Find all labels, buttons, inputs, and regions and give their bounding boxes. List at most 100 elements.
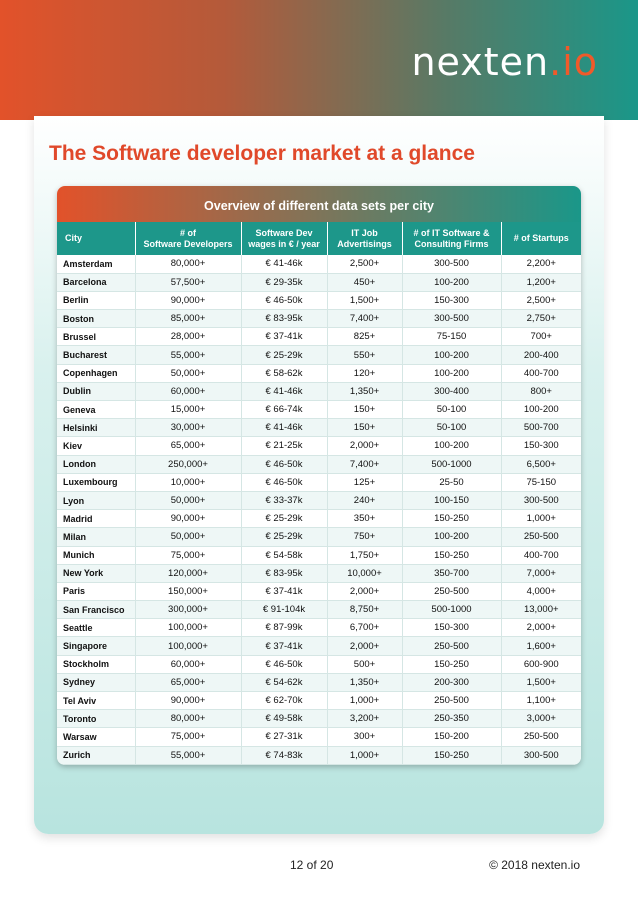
- cell-job-ads: 1,500+: [327, 291, 403, 311]
- cell-job-ads: 1,350+: [327, 382, 403, 402]
- cell-job-ads: 2,000+: [327, 436, 403, 456]
- cell-city: Geneva: [57, 400, 136, 420]
- cell-firms: 150-300: [402, 618, 502, 638]
- data-table-card: Overview of different data sets per city…: [57, 186, 581, 765]
- cell-job-ads: 2,000+: [327, 582, 403, 602]
- cell-developers: 28,000+: [135, 327, 242, 347]
- cell-developers: 65,000+: [135, 436, 242, 456]
- cell-firms: 50-100: [402, 400, 502, 420]
- table-row: Berlin 90,000+ € 46-50k 1,500+ 150-300 2,500+: [57, 291, 581, 311]
- cell-job-ads: 150+: [327, 400, 403, 420]
- cell-firms: 50-100: [402, 418, 502, 438]
- cell-startups: 75-150: [501, 473, 581, 492]
- logo-accent: .io: [549, 40, 598, 84]
- table-row: Zurich 55,000+ € 74-83k 1,000+ 150-250 300-50…: [57, 746, 581, 765]
- cell-wages: € 83-95k: [241, 564, 328, 583]
- cell-wages: € 46-50k: [241, 455, 328, 474]
- cell-firms: 100-200: [402, 345, 502, 365]
- cell-firms: 300-500: [402, 309, 502, 329]
- cell-firms: 300-400: [402, 382, 502, 402]
- cell-startups: 250-500: [501, 727, 581, 747]
- header-wages: Software Dev wages in € / year: [241, 222, 328, 255]
- cell-firms: 100-150: [402, 491, 502, 511]
- cell-firms: 200-300: [402, 673, 502, 693]
- cell-wages: € 33-37k: [241, 491, 328, 511]
- header-job-ads: IT Job Advertisings: [327, 222, 403, 255]
- cell-job-ads: 7,400+: [327, 309, 403, 329]
- cell-developers: 90,000+: [135, 691, 242, 711]
- cell-city: London: [57, 455, 136, 474]
- cell-wages: € 25-29k: [241, 527, 328, 547]
- cell-developers: 90,000+: [135, 509, 242, 529]
- cell-job-ads: 450+: [327, 273, 403, 292]
- cell-firms: 500-1000: [402, 600, 502, 620]
- cell-startups: 400-700: [501, 364, 581, 383]
- table-row: Milan 50,000+ € 25-29k 750+ 100-200 250-500: [57, 527, 581, 547]
- cell-job-ads: 825+: [327, 327, 403, 347]
- cell-developers: 50,000+: [135, 364, 242, 383]
- table-row: Seattle 100,000+ € 87-99k 6,700+ 150-300 2,00…: [57, 618, 581, 638]
- cell-city: Lyon: [57, 491, 136, 511]
- cell-developers: 60,000+: [135, 382, 242, 402]
- logo-main: nexten: [411, 40, 550, 84]
- cell-wages: € 58-62k: [241, 364, 328, 383]
- cell-city: Boston: [57, 309, 136, 329]
- cell-firms: 150-250: [402, 746, 502, 765]
- cell-wages: € 91-104k: [241, 600, 328, 620]
- cell-startups: 500-700: [501, 418, 581, 438]
- table-body: Amsterdam 80,000+ € 41-46k 2,500+ 300-500 2,2…: [57, 255, 581, 765]
- cell-city: Munich: [57, 546, 136, 565]
- cell-developers: 57,500+: [135, 273, 242, 292]
- cell-job-ads: 125+: [327, 473, 403, 492]
- cell-job-ads: 1,000+: [327, 746, 403, 765]
- cell-wages: € 49-58k: [241, 709, 328, 729]
- cell-firms: 150-300: [402, 291, 502, 311]
- cell-job-ads: 8,750+: [327, 600, 403, 620]
- cell-city: Paris: [57, 582, 136, 602]
- cell-job-ads: 3,200+: [327, 709, 403, 729]
- cell-developers: 75,000+: [135, 546, 242, 565]
- cell-wages: € 37-41k: [241, 327, 328, 347]
- cell-wages: € 37-41k: [241, 636, 328, 656]
- table-header-row: City # of Software Developers Software De…: [57, 222, 581, 255]
- cell-firms: 25-50: [402, 473, 502, 492]
- cell-developers: 100,000+: [135, 618, 242, 638]
- cell-firms: 250-500: [402, 582, 502, 602]
- cell-wages: € 54-58k: [241, 546, 328, 565]
- table-row: San Francisco 300,000+ € 91-104k 8,750+ 500-…: [57, 600, 581, 620]
- cell-startups: 13,000+: [501, 600, 581, 620]
- table-row: New York 120,000+ € 83-95k 10,000+ 350-700 7,…: [57, 564, 581, 583]
- cell-startups: 800+: [501, 382, 581, 402]
- cell-wages: € 37-41k: [241, 582, 328, 602]
- cell-firms: 100-200: [402, 527, 502, 547]
- cell-city: Stockholm: [57, 655, 136, 674]
- cell-city: San Francisco: [57, 600, 136, 620]
- cell-firms: 150-250: [402, 509, 502, 529]
- cell-city: Brussel: [57, 327, 136, 347]
- cell-wages: € 46-50k: [241, 655, 328, 674]
- table-row: Madrid 90,000+ € 25-29k 350+ 150-250 1,000+: [57, 509, 581, 529]
- cell-wages: € 46-50k: [241, 291, 328, 311]
- cell-city: Kiev: [57, 436, 136, 456]
- cell-startups: 600-900: [501, 655, 581, 674]
- cell-firms: 250-500: [402, 636, 502, 656]
- cell-startups: 6,500+: [501, 455, 581, 474]
- cell-city: Bucharest: [57, 345, 136, 365]
- cell-startups: 700+: [501, 327, 581, 347]
- cell-job-ads: 1,000+: [327, 691, 403, 711]
- cell-developers: 65,000+: [135, 673, 242, 693]
- cell-developers: 60,000+: [135, 655, 242, 674]
- cell-wages: € 62-70k: [241, 691, 328, 711]
- cell-city: Toronto: [57, 709, 136, 729]
- cell-wages: € 66-74k: [241, 400, 328, 420]
- cell-startups: 2,000+: [501, 618, 581, 638]
- table-row: Brussel 28,000+ € 37-41k 825+ 75-150 700+: [57, 327, 581, 347]
- cell-wages: € 27-31k: [241, 727, 328, 747]
- cell-startups: 1,600+: [501, 636, 581, 656]
- cell-firms: 150-250: [402, 655, 502, 674]
- table-row: Boston 85,000+ € 83-95k 7,400+ 300-500 2,750+: [57, 309, 581, 329]
- cell-developers: 85,000+: [135, 309, 242, 329]
- cell-developers: 30,000+: [135, 418, 242, 438]
- table-row: Geneva 15,000+ € 66-74k 150+ 50-100 100-200: [57, 400, 581, 420]
- cell-firms: 100-200: [402, 364, 502, 383]
